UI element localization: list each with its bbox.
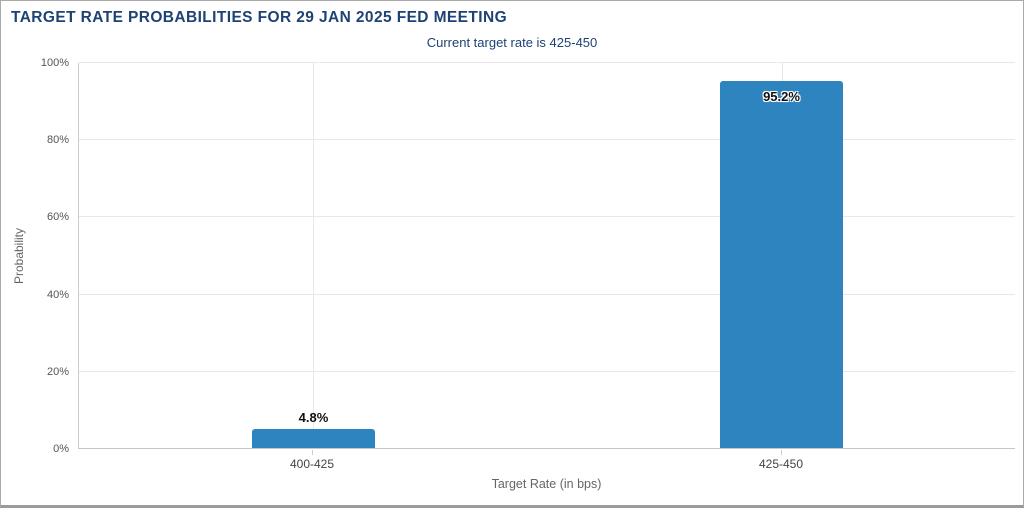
y-tick-label: 40% (46, 288, 69, 301)
bar (720, 81, 843, 448)
y-tick-label: 0% (53, 443, 69, 455)
y-tick-label: 20% (46, 365, 69, 378)
y-tick-label: 60% (46, 211, 69, 224)
h-gridline (79, 370, 1015, 372)
bar-value-label: 95.2% (763, 89, 800, 104)
x-tick-label: 425-450 (758, 457, 804, 471)
h-gridline (79, 216, 1015, 218)
x-tick-mark (781, 450, 782, 455)
y-tick-label: 100% (40, 57, 69, 69)
h-gridline (79, 139, 1015, 141)
x-tick-label: 400-425 (289, 457, 335, 471)
chart-subtitle: Current target rate is 425-450 (426, 35, 598, 50)
h-gridline (79, 293, 1015, 295)
y-tick-label: 80% (46, 134, 69, 147)
h-gridline (79, 62, 1015, 63)
x-axis-title: Target Rate (in bps) (491, 477, 602, 491)
y-axis-title: Probability (12, 227, 26, 285)
plot-area: 4.8% 95.2% (78, 62, 1015, 449)
v-gridline (313, 63, 314, 448)
x-tick-mark (312, 450, 313, 455)
bar-value-label: 4.8% (298, 410, 329, 425)
bar (252, 429, 375, 448)
chart-title: TARGET RATE PROBABILITIES FOR 29 JAN 202… (11, 9, 508, 26)
